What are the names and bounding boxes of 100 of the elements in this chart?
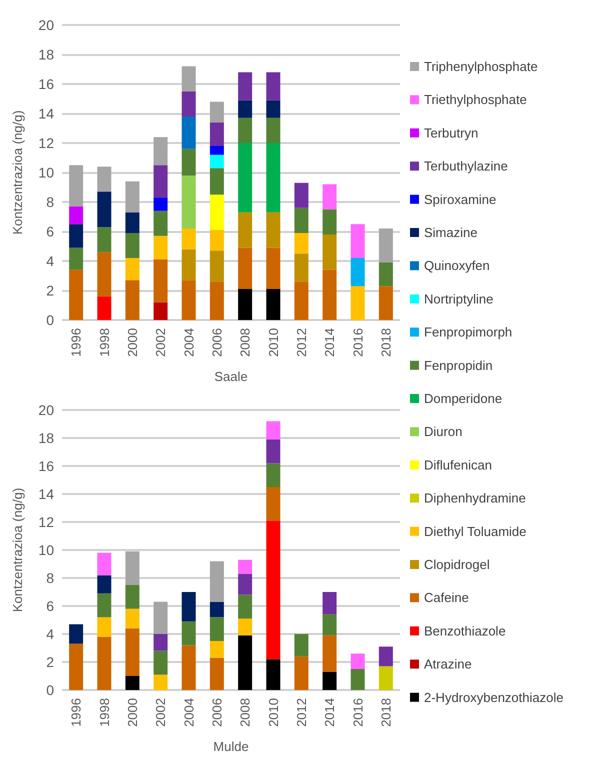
legend-label: Diuron: [424, 424, 462, 440]
bar: [154, 674, 168, 690]
bar: [69, 248, 84, 270]
bar: [266, 463, 280, 487]
bar: [294, 282, 308, 320]
bar: [210, 250, 224, 282]
bar: [154, 210, 168, 236]
x-tick-label: 2004: [181, 328, 196, 357]
x-tick-label: 2000: [124, 328, 140, 357]
legend-label: Spiroxamine: [424, 192, 496, 207]
bar: [294, 634, 308, 656]
bar: [238, 618, 252, 636]
bar: [69, 270, 84, 320]
x-tick-label: 2008: [238, 698, 253, 727]
bar: [97, 575, 112, 594]
bar: [154, 602, 168, 634]
bar: [210, 146, 224, 155]
legend-label: Simazine: [424, 225, 478, 240]
bar: [182, 175, 196, 229]
bar: [350, 286, 365, 320]
x-tick-label: 2012: [294, 698, 309, 727]
bar: [322, 209, 337, 234]
x-tick-label: 2006: [209, 698, 224, 727]
legend-label: Diethyl Toluamide: [424, 524, 526, 539]
bar: [154, 236, 168, 260]
bar: [322, 234, 337, 270]
bar: [266, 421, 280, 440]
bar: [322, 270, 337, 320]
legend-label: Quinoxyfen: [424, 258, 490, 274]
bar: [182, 592, 196, 622]
bar: [238, 289, 252, 320]
legend-label: Terbuthylazine: [424, 158, 508, 174]
bar: [378, 262, 393, 286]
legend-label: Cafeine: [424, 590, 469, 606]
legend-label: Diflufenican: [424, 457, 492, 472]
bar: [210, 102, 224, 122]
x-tick-label: 2012: [294, 328, 309, 357]
legend-label: 2-Hydroxybenzothiazole: [424, 690, 564, 705]
bar: [350, 669, 365, 690]
bar: [238, 248, 252, 290]
x-axis-title: Saale: [214, 369, 248, 384]
x-tick-label: 2000: [124, 698, 140, 727]
bar: [97, 617, 112, 637]
bar: [266, 100, 280, 118]
bar: [154, 302, 168, 320]
x-tick-label: 2018: [378, 698, 394, 727]
y-tick-label: 4: [46, 253, 54, 269]
legend-label: Triphenylphosphate: [424, 59, 538, 74]
bar: [378, 228, 393, 262]
bar: [378, 646, 393, 666]
bar: [210, 122, 224, 146]
bar: [97, 166, 112, 192]
bar: [238, 594, 252, 619]
bar: [154, 165, 168, 198]
bar: [97, 636, 112, 690]
bar: [266, 289, 280, 320]
bar: [125, 232, 140, 258]
bar: [125, 551, 140, 585]
bar: [210, 561, 224, 602]
bar: [182, 66, 196, 92]
y-tick-label: 20: [38, 402, 54, 418]
bar: [294, 232, 308, 254]
bar: [69, 165, 84, 206]
bar: [266, 439, 280, 464]
x-tick-label: 2008: [238, 328, 253, 357]
bar: [69, 206, 84, 224]
bar: [210, 194, 224, 230]
legend-label: Domperidone: [424, 391, 502, 406]
x-tick-label: 1998: [96, 698, 112, 727]
y-tick-label: 14: [38, 106, 54, 122]
legend-label: Fenpropimorph: [424, 324, 512, 340]
legend-label: Triethylphosphate: [424, 92, 527, 108]
y-axis-title: Kontzentrazioa (ng/g): [10, 110, 25, 235]
y-axis-title: Kontzentrazioa (ng/g): [10, 488, 25, 612]
bar: [350, 224, 365, 258]
bar: [266, 72, 280, 100]
bar: [238, 212, 252, 248]
bar: [97, 192, 112, 228]
x-tick-label: 1996: [68, 328, 84, 357]
bar: [322, 635, 337, 672]
bar: [125, 212, 140, 233]
bar: [350, 258, 365, 286]
bar: [238, 143, 252, 212]
y-tick-label: 14: [38, 486, 54, 502]
bar: [182, 148, 196, 176]
x-tick-label: 2016: [350, 698, 366, 727]
y-tick-label: 16: [38, 458, 54, 474]
bar: [238, 560, 252, 574]
bar: [125, 258, 140, 280]
bar: [125, 181, 140, 212]
x-tick-label: 2002: [153, 698, 168, 727]
bar: [322, 592, 337, 614]
bar: [322, 672, 337, 690]
y-tick-label: 20: [38, 17, 54, 33]
bar: [97, 227, 112, 252]
bar: [294, 656, 308, 690]
bar: [154, 634, 168, 651]
bar: [154, 650, 168, 675]
x-tick-label: 2014: [322, 698, 338, 727]
y-tick-label: 0: [46, 312, 54, 328]
